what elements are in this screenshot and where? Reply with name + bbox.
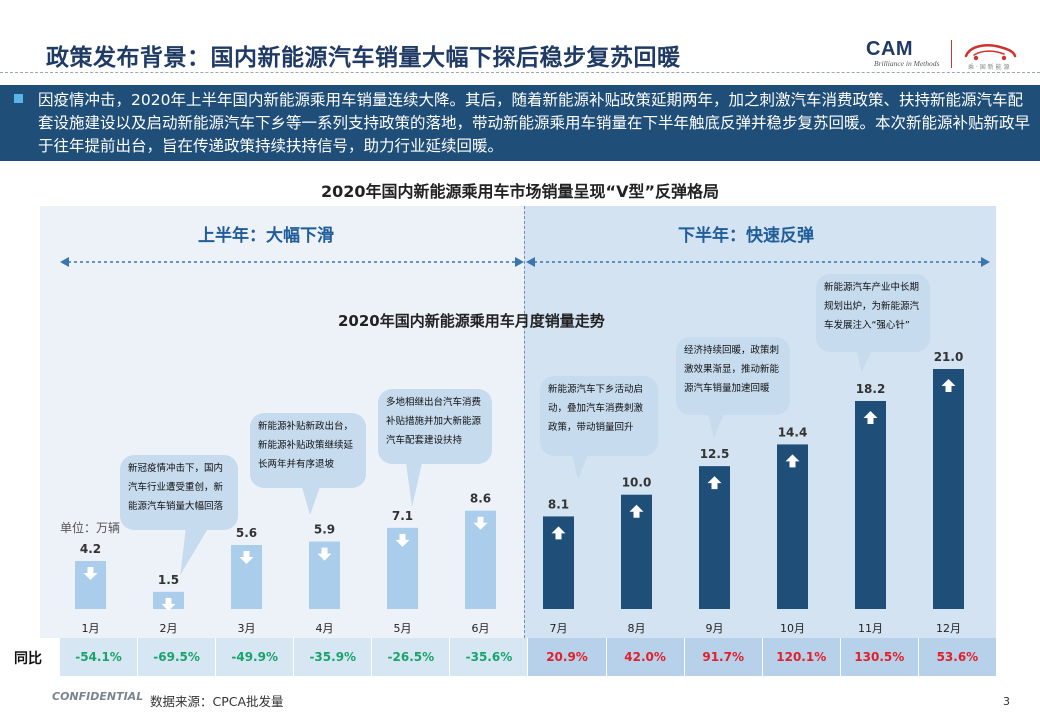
arrow-down-icon xyxy=(161,597,176,611)
yoy-cell: -26.5% xyxy=(372,638,451,676)
arrow-up-icon xyxy=(707,476,722,490)
yoy-row: -54.1% -69.5% -49.9% -35.9% -26.5% -35.6… xyxy=(60,638,996,676)
yoy-cell: 130.5% xyxy=(840,638,919,676)
month-tick-label: 4月 xyxy=(316,622,334,635)
month-tick-label: 2月 xyxy=(160,622,178,635)
page-number: 3 xyxy=(1003,695,1010,708)
arrow-up-icon xyxy=(863,411,878,424)
car-logo-tagline: 乘 · 国 新 能 源 xyxy=(968,64,1010,71)
second-half-range-arrow xyxy=(526,257,990,267)
month-tick-label: 6月 xyxy=(472,622,490,635)
arrow-up-icon xyxy=(785,454,800,468)
arrow-up-icon xyxy=(551,526,566,540)
callout-may-text: 多地相继出台汽车消费补贴措施并加大新能源汽车配套建设扶持 xyxy=(386,397,482,446)
arrow-down-icon xyxy=(83,567,98,580)
yoy-cell: 53.6% xyxy=(918,638,996,676)
half-divider xyxy=(524,206,525,638)
yoy-cell: -69.5% xyxy=(138,638,217,676)
confidential-label: CONFIDENTIAL xyxy=(52,690,144,703)
bar-value-label: 14.4 xyxy=(778,425,808,439)
month-tick-label: 1月 xyxy=(82,622,100,635)
month-tick-label: 5月 xyxy=(394,622,412,635)
callout-pointer xyxy=(302,487,320,515)
arrow-down-icon xyxy=(395,533,410,547)
yoy-cell: -49.9% xyxy=(216,638,295,676)
bar-value-label: 4.2 xyxy=(80,542,101,556)
yoy-cell: -35.6% xyxy=(450,638,529,676)
callout-pointer xyxy=(708,413,724,439)
month-tick-label: 7月 xyxy=(550,622,568,635)
yoy-cell: -54.1% xyxy=(60,638,139,676)
cam-logo-tagline: Brilliance in Methods xyxy=(874,59,940,68)
yoy-cell: 20.9% xyxy=(528,638,607,676)
chart-heading: 2020年国内新能源乘用车市场销量呈现“V型”反弹格局 xyxy=(321,182,719,201)
arrow-up-icon xyxy=(941,379,956,392)
yoy-cell: 91.7% xyxy=(684,638,763,676)
arrow-down-icon xyxy=(317,547,332,561)
arrow-down-icon xyxy=(473,516,488,530)
bar-value-label: 12.5 xyxy=(700,447,730,461)
cam-logo: CAM Brilliance in Methods xyxy=(866,38,946,68)
sales-bar xyxy=(933,369,964,609)
callout-november: 新能源汽车产业中长期规划出炉，为新能源汽车发展注入“强心针” xyxy=(816,274,930,372)
bar-value-label: 21.0 xyxy=(934,350,964,364)
bar-value-label: 7.1 xyxy=(392,509,413,523)
second-half-label: 下半年：快速反弹 xyxy=(678,226,814,246)
unit-label: 单位：万辆 xyxy=(60,521,121,535)
bar-value-label: 5.6 xyxy=(236,526,257,540)
data-source: 数据来源：CPCA批发量 xyxy=(150,694,284,709)
bar-value-label: 18.2 xyxy=(856,382,886,396)
callout-pointer xyxy=(572,454,588,480)
callout-november-text: 新能源汽车产业中长期规划出炉，为新能源汽车发展注入“强心针” xyxy=(824,282,920,331)
month-tick-label: 3月 xyxy=(238,622,256,635)
cam-logo-text: CAM xyxy=(866,38,914,60)
month-tick-label: 11月 xyxy=(858,622,883,635)
car-logo: 乘 · 国 新 能 源 xyxy=(960,40,1020,71)
sales-bar xyxy=(777,444,808,609)
callout-july: 新能源汽车下乡活动启动，叠加汽车消费刺激政策，带动销量回升 xyxy=(540,376,658,480)
callout-pointer xyxy=(406,463,422,507)
first-half-label: 上半年：大幅下滑 xyxy=(198,226,334,246)
callout-february-text: 新冠疫情冲击下，国内汽车行业遭受重创，新能源汽车销量大幅回落 xyxy=(128,463,224,512)
month-tick-label: 12月 xyxy=(936,622,961,635)
logo-separator xyxy=(951,40,952,68)
title-divider xyxy=(0,72,1040,73)
callout-july-text: 新能源汽车下乡活动启动，叠加汽车消费刺激政策，带动销量回升 xyxy=(548,384,644,433)
callout-september-text: 经济持续回暖，政策刺激效果渐显，推动新能源汽车销量加速回暖 xyxy=(684,345,780,394)
callout-pointer xyxy=(856,350,872,372)
sales-bar xyxy=(855,401,886,609)
bar-value-label: 8.6 xyxy=(470,492,491,506)
callout-september: 经济持续回暖，政策刺激效果渐显，推动新能源汽车销量加速回暖 xyxy=(676,337,790,439)
month-tick-label: 8月 xyxy=(628,622,646,635)
bar-value-label: 1.5 xyxy=(158,573,179,587)
arrow-down-icon xyxy=(239,551,254,564)
month-tick-label: 9月 xyxy=(706,622,724,635)
arrow-up-icon xyxy=(629,504,644,518)
car-icon xyxy=(964,44,1017,61)
intro-text: 因疫情冲击，2020年上半年国内新能源乘用车销量连续大降。其后，随着新能源补贴政… xyxy=(38,91,1031,155)
bar-value-label: 10.0 xyxy=(622,476,652,490)
bar-value-label: 5.9 xyxy=(314,523,335,537)
callout-april: 新能源补贴新政出台，新能源补贴政策继续延长两年并有序退坡 xyxy=(250,413,366,515)
first-half-range-arrow xyxy=(60,257,524,267)
callout-february: 新冠疫情冲击下，国内汽车行业遭受重创，新能源汽车销量大幅回落 xyxy=(120,455,238,575)
bar-value-label: 8.1 xyxy=(548,497,569,511)
chart-title: 2020年国内新能源乘用车月度销量走势 xyxy=(338,312,605,330)
yoy-cell: 42.0% xyxy=(606,638,685,676)
yoy-cell: 120.1% xyxy=(762,638,841,676)
intro-box: 因疫情冲击，2020年上半年国内新能源乘用车销量连续大降。其后，随着新能源补贴政… xyxy=(0,85,1040,161)
callout-may: 多地相继出台汽车消费补贴措施并加大新能源汽车配套建设扶持 xyxy=(378,389,492,507)
yoy-cell: -35.9% xyxy=(294,638,373,676)
slide-title: 政策发布背景：国内新能源汽车销量大幅下探后稳步复苏回暖 xyxy=(46,45,681,71)
yoy-label: 同比 xyxy=(14,651,42,667)
sales-bar xyxy=(699,466,730,609)
month-tick-label: 10月 xyxy=(780,622,805,635)
callout-april-text: 新能源补贴新政出台，新能源补贴政策继续延长两年并有序退坡 xyxy=(258,421,354,470)
bullet-square-icon xyxy=(14,94,23,103)
